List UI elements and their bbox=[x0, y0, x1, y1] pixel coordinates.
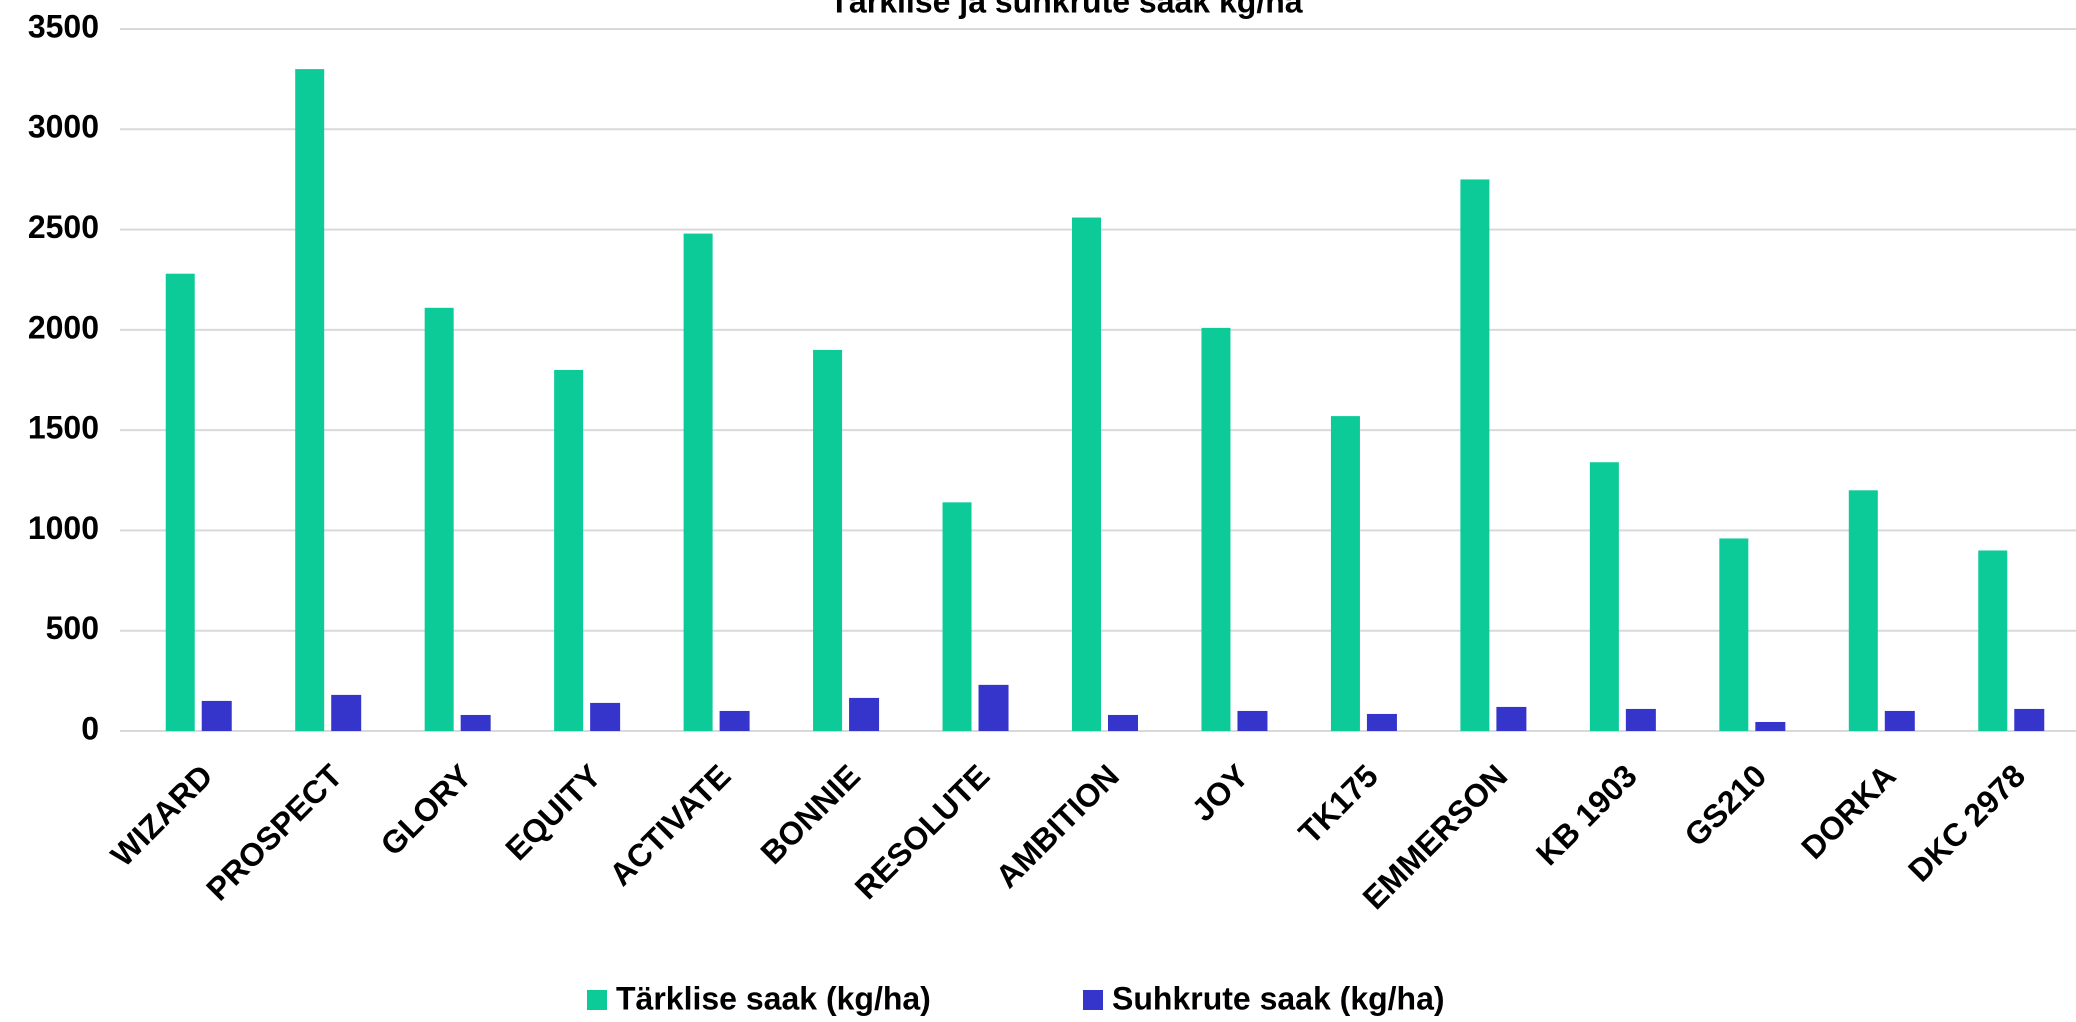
bar bbox=[978, 684, 1009, 731]
y-tick-label: 3500 bbox=[28, 8, 99, 44]
bar bbox=[1719, 538, 1749, 731]
bar bbox=[2014, 708, 2045, 731]
bar bbox=[1978, 550, 2008, 731]
y-tick-label: 1500 bbox=[28, 410, 99, 446]
x-tick-label: KB 1903 bbox=[1529, 757, 1644, 872]
bar bbox=[1201, 327, 1231, 731]
x-tick-label: WIZARD bbox=[104, 757, 220, 873]
bar bbox=[1460, 179, 1490, 731]
y-tick-label: 2000 bbox=[28, 309, 99, 345]
bar bbox=[719, 710, 750, 731]
x-tick-label: DKC 2978 bbox=[1901, 757, 2032, 888]
bar bbox=[1589, 462, 1619, 731]
bar bbox=[1366, 713, 1397, 731]
x-tick-label: GLORY bbox=[374, 757, 479, 862]
bar bbox=[1072, 217, 1101, 732]
bar bbox=[1884, 710, 1915, 731]
legend-label: Tärklise saak (kg/ha) bbox=[616, 980, 931, 1016]
bar bbox=[813, 349, 843, 731]
chart-title: Tärklise ja suhkrute saak kg/ha bbox=[829, 0, 1302, 19]
bar bbox=[1237, 710, 1268, 731]
bar bbox=[424, 307, 454, 731]
bar bbox=[460, 714, 491, 731]
y-tick-label: 2500 bbox=[28, 209, 99, 245]
legend-swatch bbox=[587, 990, 607, 1010]
bar bbox=[554, 369, 584, 731]
x-tick-label: TK175 bbox=[1291, 757, 1384, 850]
bar bbox=[165, 273, 195, 731]
bar bbox=[849, 697, 880, 731]
y-tick-label: 3000 bbox=[28, 109, 99, 145]
bar bbox=[331, 694, 362, 731]
bar bbox=[1625, 708, 1656, 731]
bar bbox=[295, 69, 325, 732]
y-tick-label: 500 bbox=[46, 610, 99, 646]
bar bbox=[942, 502, 972, 731]
x-tick-label: ACTIVATE bbox=[602, 757, 737, 892]
bar bbox=[201, 700, 232, 731]
x-tick-label: GS210 bbox=[1677, 757, 1773, 853]
bar bbox=[1755, 721, 1786, 731]
x-tick-label: AMBITION bbox=[989, 757, 1126, 894]
bar bbox=[590, 702, 621, 731]
x-tick-label: RESOLUTE bbox=[848, 757, 997, 906]
x-tick-label: BONNIE bbox=[754, 757, 867, 870]
legend-label: Suhkrute saak (kg/ha) bbox=[1112, 980, 1445, 1016]
x-tick-label: EQUITY bbox=[498, 757, 608, 867]
bar bbox=[1108, 714, 1138, 731]
bar bbox=[1496, 706, 1527, 731]
bar bbox=[1848, 490, 1878, 731]
x-tick-label: PROSPECT bbox=[199, 757, 349, 907]
bar bbox=[683, 233, 713, 731]
x-tick-label: DORKA bbox=[1794, 757, 1902, 865]
x-tick-label: JOY bbox=[1185, 757, 1256, 828]
legend-swatch bbox=[1083, 990, 1103, 1010]
y-tick-label: 0 bbox=[81, 710, 99, 746]
y-tick-label: 1000 bbox=[28, 510, 99, 546]
bar bbox=[1330, 416, 1360, 731]
